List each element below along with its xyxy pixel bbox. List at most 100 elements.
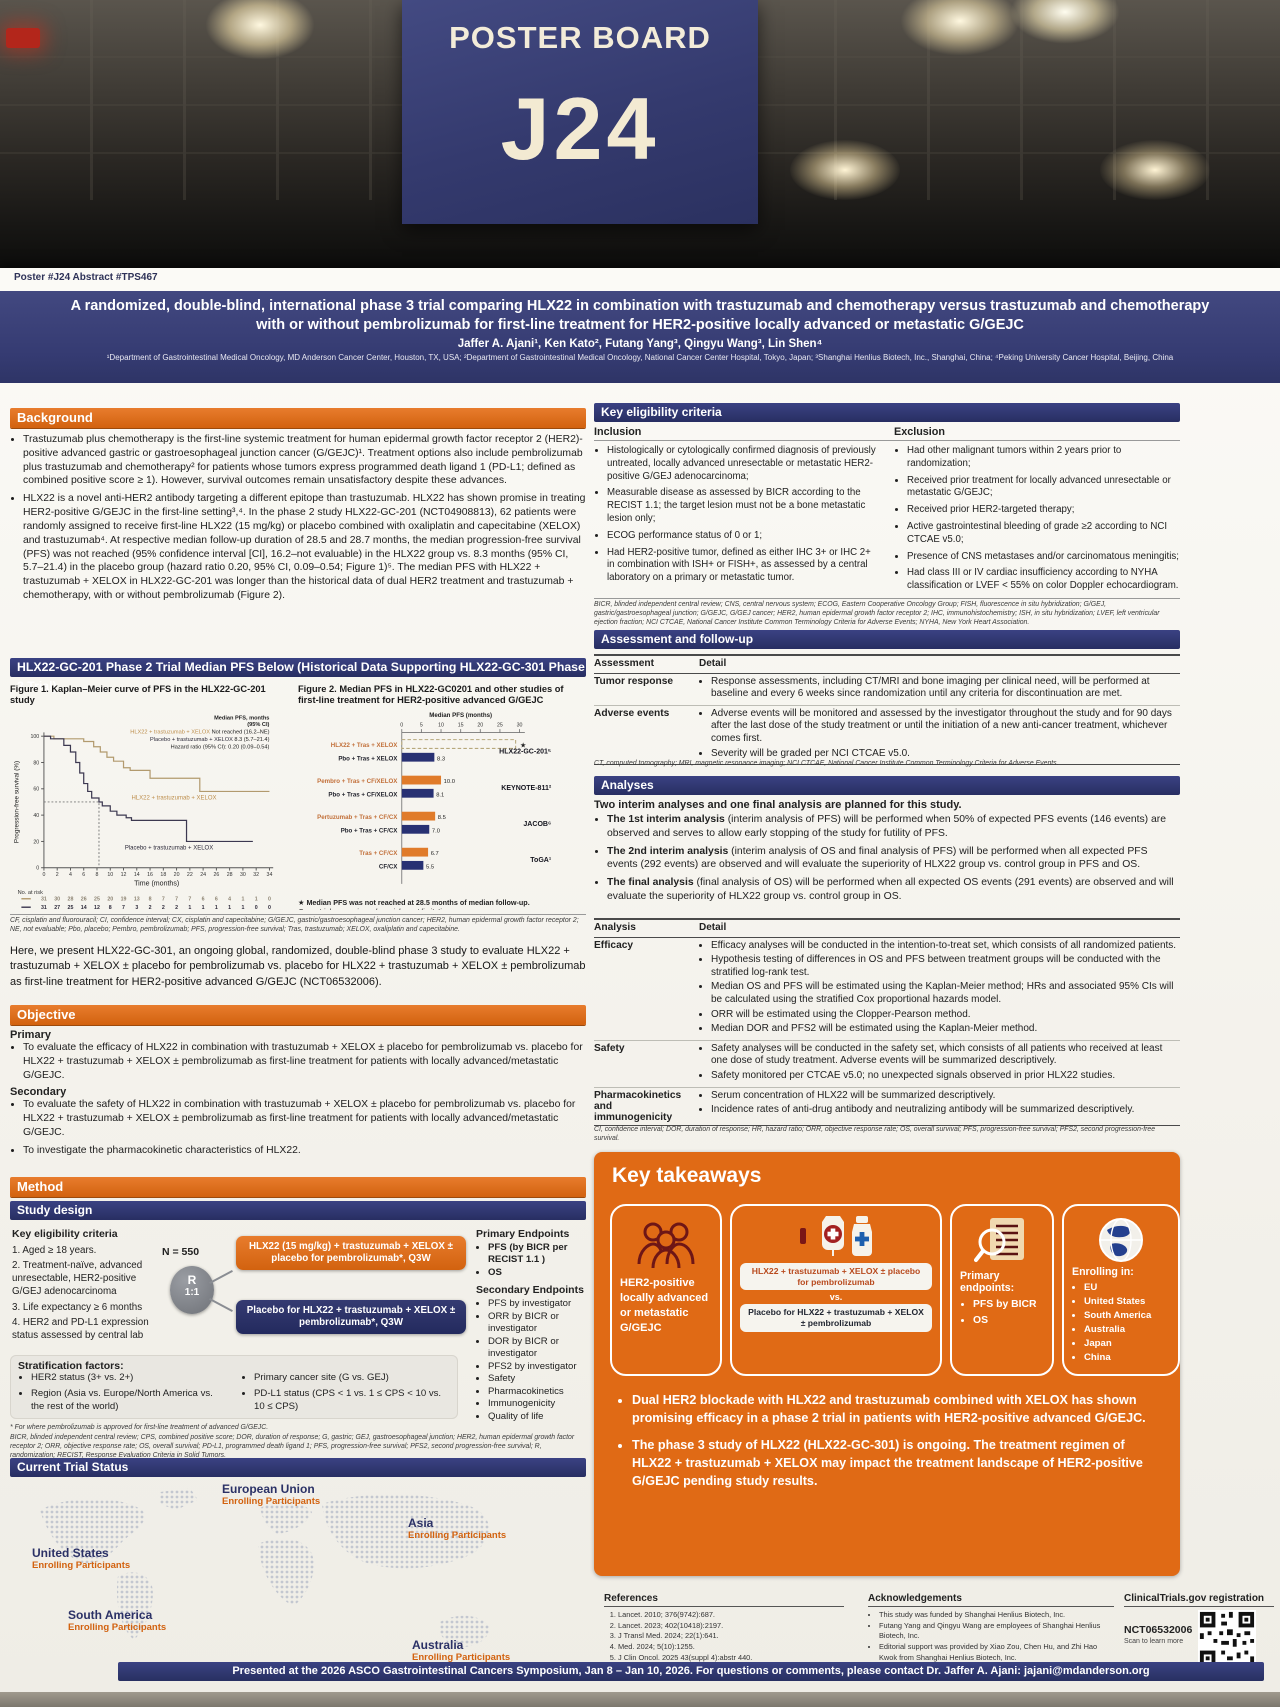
- nct-number: NCT06532006: [1124, 1624, 1193, 1636]
- svg-text:30: 30: [240, 873, 246, 879]
- key-takeaways-title: Key takeaways: [612, 1164, 762, 1187]
- svg-text:8: 8: [149, 897, 152, 903]
- analysis-detail: Median DOR and PFS2 will be estimated us…: [711, 1023, 1180, 1036]
- assessment-col1: Assessment: [594, 658, 655, 669]
- analyses-section: Two interim analyses and one final analy…: [594, 799, 1180, 908]
- poster-board-sign-title: POSTER BOARD: [449, 20, 711, 55]
- svg-text:2: 2: [56, 873, 59, 879]
- svg-text:Median PFS, months: Median PFS, months: [214, 716, 269, 722]
- svg-text:1: 1: [228, 905, 231, 910]
- connector-line: [209, 1298, 233, 1312]
- svg-text:30: 30: [54, 897, 60, 903]
- exclusion-item: Had other malignant tumors within 2 year…: [907, 445, 1180, 471]
- treatment-vs: vs.: [829, 1292, 843, 1303]
- schema-n-label: N = 550: [162, 1246, 200, 1258]
- svg-text:100: 100: [30, 734, 39, 740]
- inclusion-title: Inclusion: [594, 426, 642, 438]
- svg-text:2: 2: [162, 905, 165, 910]
- svg-text:22: 22: [187, 873, 193, 879]
- svg-text:Pbo + Tras + CF/XELOX: Pbo + Tras + CF/XELOX: [328, 792, 398, 799]
- inclusion-item: ECOG performance status of 0 or 1;: [607, 530, 880, 543]
- takeaway-cards: HER2-positive locally advanced or metast…: [610, 1204, 1180, 1376]
- references-title: References: [604, 1593, 844, 1607]
- svg-text:31: 31: [41, 905, 47, 910]
- svg-text:8.1: 8.1: [436, 793, 444, 799]
- svg-text:20: 20: [107, 897, 113, 903]
- exclusion-title: Exclusion: [894, 426, 946, 438]
- objective-primary-label: Primary: [10, 1029, 51, 1041]
- figure-1: Figure 1. Kaplan–Meier curve of PFS in t…: [10, 684, 292, 910]
- region-name: Australia: [412, 1638, 464, 1652]
- svg-text:CF/CX: CF/CX: [379, 864, 398, 871]
- randomization-r: R: [187, 1273, 197, 1287]
- magnifier-document-icon: [974, 1218, 1024, 1262]
- region-status: Enrolling Participants: [412, 1652, 511, 1663]
- arm-experimental: HLX22 (15 mg/kg) + trastuzumab + XELOX ±…: [236, 1236, 466, 1271]
- schema-eligibility-list: 1. Aged ≥ 18 years. 2. Treatment-naïve, a…: [12, 1245, 162, 1343]
- region-status: Enrolling Participants: [32, 1560, 131, 1571]
- figure-2: Figure 2. Median PFS in HLX22-GC0201 and…: [298, 684, 586, 910]
- secondary-endpoints-title: Secondary Endpoints: [476, 1284, 584, 1297]
- eligibility-item: 1. Aged ≥ 18 years.: [12, 1244, 97, 1256]
- region-name: European Union: [222, 1482, 315, 1496]
- acknowledgement-item: This study was funded by Shanghai Henliu…: [879, 1610, 1114, 1621]
- svg-text:14: 14: [134, 873, 140, 879]
- svg-text:28: 28: [68, 897, 74, 903]
- svg-text:10: 10: [107, 873, 113, 879]
- svg-text:13: 13: [134, 897, 140, 903]
- svg-text:7: 7: [162, 897, 165, 903]
- patients-icon: [637, 1222, 695, 1269]
- eligibility-footnote: BICR, blinded independent central review…: [594, 598, 1180, 628]
- takeaway-bullet: The phase 3 study of HLX22 (HLX22-GC-301…: [632, 1437, 1162, 1490]
- exclusion-item: Presence of CNS metastases and/or carcin…: [907, 551, 1180, 564]
- footer-bar: Presented at the 2026 ASCO Gastrointesti…: [118, 1662, 1264, 1681]
- globe-icon: [1099, 1218, 1143, 1262]
- svg-text:Hazard ratio (95% CI): 0.20 (0: Hazard ratio (95% CI): 0.20 (0.09–0.54): [171, 745, 270, 751]
- svg-text:Progression-free survival (%): Progression-free survival (%): [14, 761, 21, 843]
- svg-text:7: 7: [188, 897, 191, 903]
- analyses-section-header: Analyses: [594, 776, 1180, 795]
- poster: Poster #J24 Abstract #TPS467 A randomize…: [0, 268, 1280, 1692]
- background-bullet: Trastuzumab plus chemotherapy is the fir…: [23, 433, 588, 488]
- svg-text:ToGA¹: ToGA¹: [530, 857, 552, 864]
- assessment-col2: Detail: [699, 658, 727, 669]
- assessment-row-label: Adverse events: [594, 707, 670, 719]
- analysis-row-label: Pharmacokinetics and immunogenicity: [594, 1089, 682, 1123]
- section-method-header: Method: [10, 1177, 586, 1197]
- assessment-table: Assessment Detail Tumor response Respons…: [594, 654, 1180, 766]
- svg-text:3: 3: [135, 905, 138, 910]
- stratification-title: Stratification factors:: [18, 1360, 124, 1372]
- region-status: Enrolling Participants: [222, 1496, 321, 1507]
- exclusion-item: Received prior HER2-targeted therapy;: [907, 504, 1180, 517]
- assessment-detail-list: Response assessments, including CT/MRI a…: [699, 676, 1180, 701]
- eligibility-item: 4. HER2 and PD-L1 expression status asse…: [12, 1317, 149, 1342]
- exclusion-item: Active gastrointestinal bleeding of grad…: [907, 521, 1180, 547]
- assessment-detail: Severity will be graded per NCI CTCAE v5…: [711, 748, 1180, 761]
- svg-text:5.5: 5.5: [426, 865, 434, 871]
- exclusion-list: Had other malignant tumors within 2 year…: [894, 445, 1180, 597]
- bar: [401, 825, 430, 835]
- map-north-america: [40, 1498, 145, 1564]
- assessment-detail: Adverse events will be monitored and ass…: [711, 708, 1180, 746]
- assessment-row-tumor-response: Tumor response Response assessments, inc…: [594, 674, 1180, 706]
- svg-text:Placebo + trastuzumab + XELOX: Placebo + trastuzumab + XELOX 8.3 (5.7–2…: [150, 737, 270, 743]
- takeaway-bullets: Dual HER2 blockade with HLX22 and trastu…: [616, 1392, 1162, 1500]
- study-design-header: Study design: [10, 1201, 586, 1220]
- qr-code: [1198, 1610, 1257, 1668]
- registration-section: ClinicalTrials.gov registration NCT06532…: [1124, 1593, 1274, 1668]
- svg-text:Placebo + trastuzumab + XELOX: Placebo + trastuzumab + XELOX: [125, 846, 213, 852]
- svg-text:5: 5: [420, 723, 423, 729]
- assessment-row-adverse-events: Adverse events Adverse events will be mo…: [594, 706, 1180, 766]
- takeaway-card-population: HER2-positive locally advanced or metast…: [610, 1204, 722, 1376]
- enrolling-region: China: [1084, 1351, 1170, 1365]
- svg-text:KEYNOTE-811²: KEYNOTE-811²: [501, 785, 552, 792]
- svg-text:6: 6: [215, 897, 218, 903]
- poster-abstract-number: Poster #J24 Abstract #TPS467: [14, 272, 158, 283]
- analysis-detail: Incidence rates of anti-drug antibody an…: [711, 1104, 1180, 1117]
- median-pfs-bar-chart: Median PFS (months) 0 5 10 15 20 25 30 HLX22 + T…: [317, 712, 552, 885]
- analysis-detail-list: Safety analyses will be conducted in the…: [699, 1043, 1180, 1083]
- svg-text:0: 0: [268, 905, 271, 910]
- stratification-box: Stratification factors: HER2 status (3+ …: [10, 1355, 458, 1419]
- enrolling-region: United States: [1084, 1295, 1170, 1309]
